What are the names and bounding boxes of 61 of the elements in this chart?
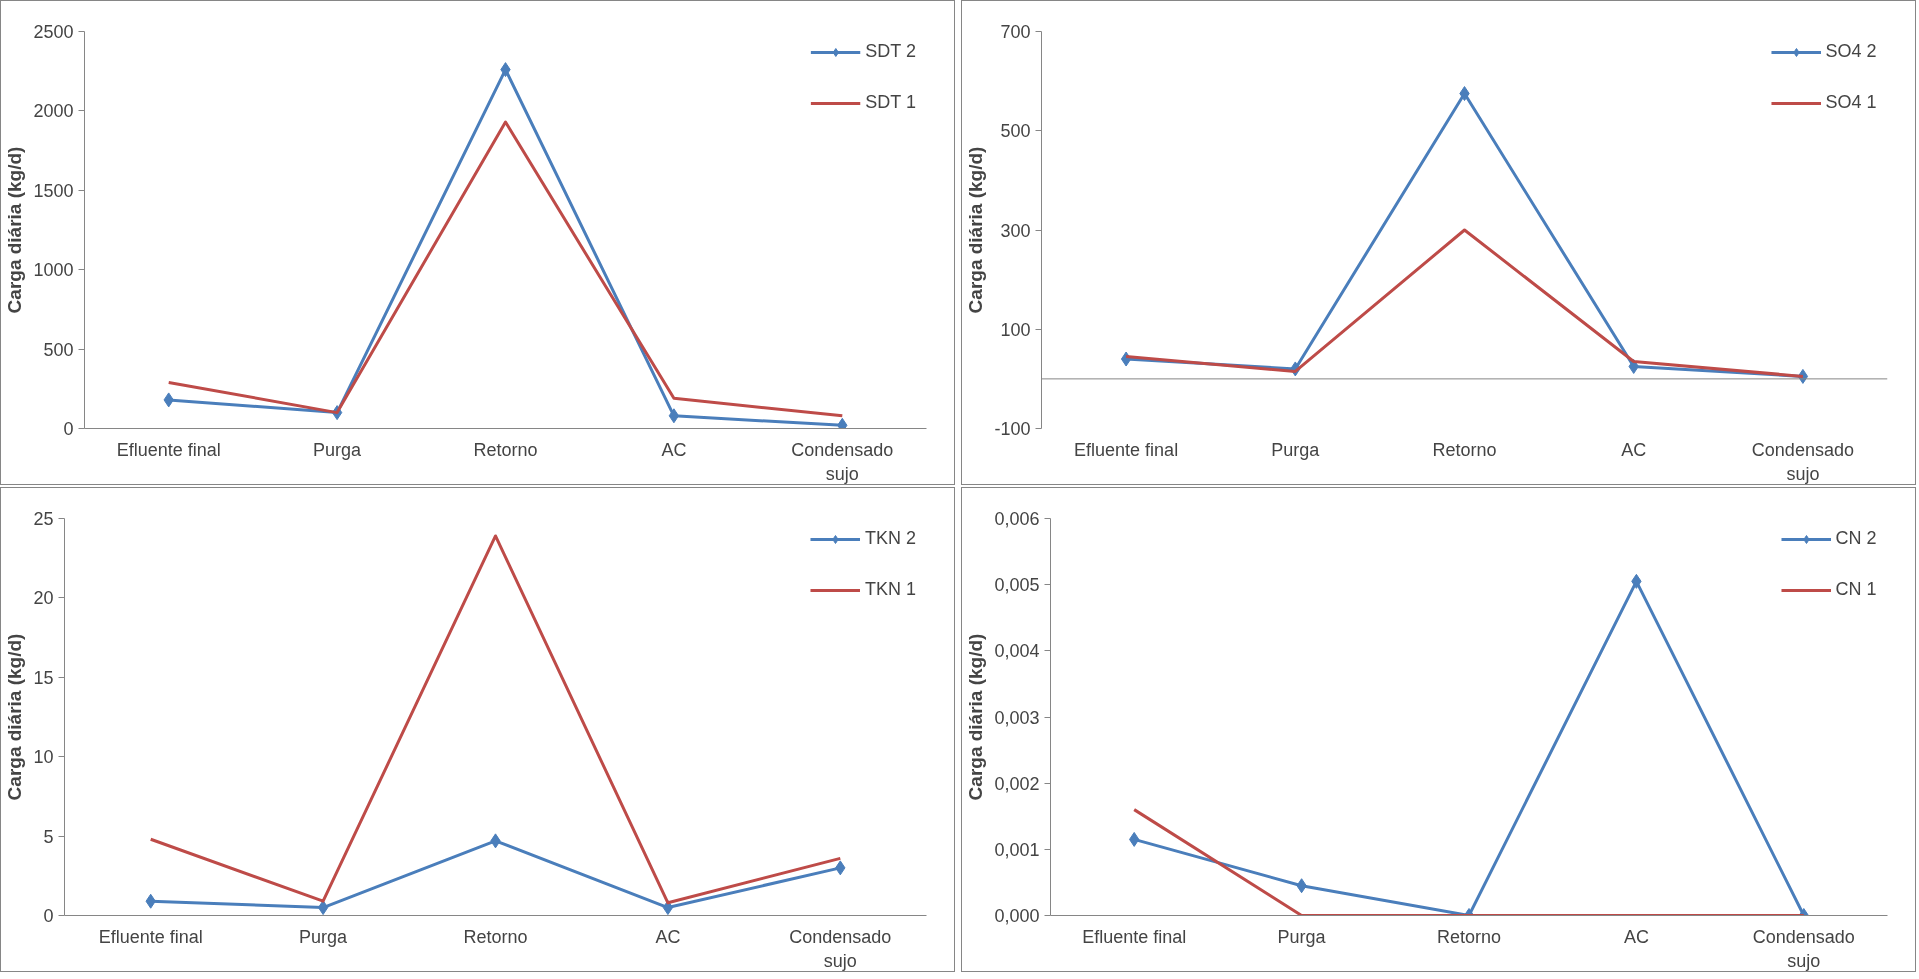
x-tick-label: AC [1623,926,1649,947]
x-tick-label: Purga [1270,439,1320,460]
y-tick-label: 700 [999,22,1031,42]
legend-label: SO4 2 [1825,41,1877,62]
legend-label: SO4 1 [1825,92,1877,113]
point [662,900,674,916]
point [668,408,680,424]
y-tick-label: 500 [43,339,74,360]
y-tick-label: 300 [999,220,1031,241]
x-tick-label: Condensado sujo [789,926,892,971]
y-tick-label: 0,005 [993,575,1039,596]
y-tick-label: 25 [33,509,54,529]
x-tick-label: Retorno [463,926,528,947]
y-tick-label: 5 [43,826,54,847]
y-tick-label: 0,000 [993,906,1039,926]
x-tick-label: Condensado sujo [791,439,894,484]
legend-label: CN 1 [1835,579,1877,600]
y-axis-title: Carga diária (kg/d) [4,146,26,314]
y-tick-label: 0 [43,906,54,926]
y-tick-label: -100 [993,419,1030,439]
x-tick-label: Efluente final [98,926,203,947]
y-tick-label: 0,006 [993,509,1039,529]
y-tick-label: 100 [999,319,1031,340]
x-tick-label: Purga [299,926,349,947]
legend-label: SDT 1 [865,92,916,113]
y-tick-label: 0,004 [993,641,1039,662]
legend-label: TKN 1 [864,579,916,600]
x-tick-label: AC [1620,439,1646,460]
y-tick-label: 20 [33,588,54,609]
point [1458,86,1470,102]
x-tick-label: Efluente final [1081,926,1186,947]
x-tick-label: Condensado sujo [1751,439,1854,484]
legend-label: TKN 2 [864,528,916,549]
x-tick-label: Retorno [473,439,538,460]
x-tick-label: Retorno [1436,926,1501,947]
line-series [167,120,844,418]
x-tick-label: Efluente final [116,439,221,460]
x-tick-label: AC [661,439,687,460]
x-tick-label: Purga [1277,926,1327,947]
x-tick-label: Efluente final [1073,439,1178,460]
y-tick-label: 2000 [33,101,74,122]
y-tick-label: 0,001 [993,839,1039,860]
y-axis-title: Carga diária (kg/d) [964,146,986,314]
y-tick-label: 1000 [33,260,74,281]
y-tick-label: 2500 [33,22,74,42]
x-tick-label: AC [655,926,681,947]
legend-label: CN 2 [1835,528,1877,549]
y-axis-title: Carga diária (kg/d) [4,633,26,801]
y-tick-label: 15 [33,667,54,688]
x-tick-label: Purga [313,439,363,460]
y-tick-label: 10 [33,747,54,768]
y-tick-label: 0,003 [993,707,1039,728]
x-tick-label: Condensado sujo [1752,926,1855,971]
y-axis-title: Carga diária (kg/d) [964,633,986,801]
y-tick-label: 500 [999,121,1031,142]
x-tick-label: Retorno [1431,439,1497,460]
y-tick-label: 0 [63,419,74,439]
y-tick-label: 1500 [33,180,74,201]
y-tick-label: 0,002 [993,773,1039,794]
legend-label: SDT 2 [865,41,916,62]
point [317,900,329,916]
